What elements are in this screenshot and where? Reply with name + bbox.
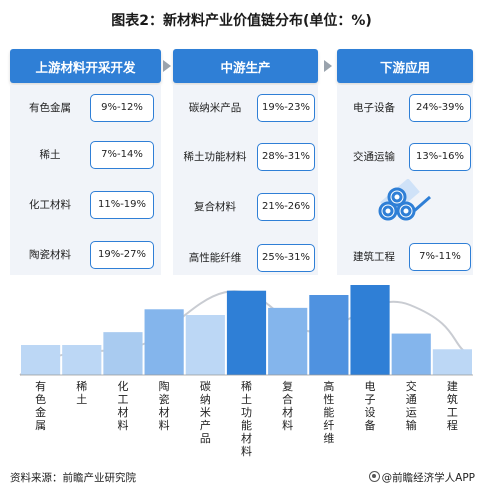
midstream-item: 高性能纤维 25%-31%	[173, 240, 318, 276]
page-title: 图表2：新材料产业价值链分布(单位：%)	[111, 13, 372, 29]
item-name: 化工材料	[29, 199, 71, 211]
midstream-column: 碳纳米产品 19%-23% 稀土功能材料 28%-31% 复合材料 21%-26…	[173, 85, 318, 275]
downstream-item: 建筑工程 7%-11%	[337, 239, 473, 275]
bar-2	[103, 332, 143, 375]
x-tick-label: 电子设备	[364, 380, 376, 432]
source-note: 资料来源：前瞻产业研究院	[10, 472, 136, 484]
arrow-right-icon	[324, 60, 332, 72]
bar-1	[62, 345, 102, 375]
item-value: 13%-16%	[409, 143, 471, 171]
x-tick-label: 陶瓷材料	[158, 380, 170, 432]
item-name: 稀土功能材料	[183, 151, 247, 163]
upstream-item: 有色金属 9%-12%	[10, 90, 161, 126]
brand-text: @前瞻经济学人APP	[381, 472, 475, 484]
item-value: 24%-39%	[409, 94, 471, 122]
bar-0	[21, 345, 61, 375]
item-value: 28%-31%	[257, 143, 315, 171]
upstream-column: 有色金属 9%-12% 稀土 7%-14% 化工材料 11%-19% 陶瓷材料 …	[10, 85, 161, 275]
brand-logo-icon	[368, 471, 380, 482]
bar-7	[309, 295, 349, 375]
x-tick-label: 高性能纤维	[323, 380, 335, 445]
value-chain-bar-chart	[19, 285, 473, 376]
bar-4	[185, 315, 225, 375]
item-name: 有色金属	[29, 102, 71, 114]
midstream-item: 碳纳米产品 19%-23%	[173, 90, 318, 126]
item-name: 稀土	[39, 149, 61, 161]
item-name: 电子设备	[353, 102, 395, 114]
item-value: 21%-26%	[257, 193, 315, 221]
item-value: 11%-19%	[90, 191, 154, 219]
x-tick-label: 稀土	[76, 380, 88, 406]
x-tick-label: 稀土功能材料	[241, 380, 252, 458]
bar-5	[226, 290, 267, 375]
x-tick-label: 复合材料	[282, 380, 294, 432]
downstream-item: 电子设备 24%-39%	[337, 90, 473, 126]
stage-downstream: 下游应用	[337, 49, 473, 83]
downstream-column: 电子设备 24%-39% 交通运输 13%-16% 建筑工程 7%-11%	[337, 85, 473, 275]
item-name: 高性能纤维	[188, 252, 242, 264]
item-name: 复合材料	[194, 201, 236, 213]
bar-3	[144, 309, 184, 375]
item-name: 交通运输	[353, 151, 395, 163]
item-name: 碳纳米产品	[188, 102, 242, 114]
item-value: 7%-14%	[90, 141, 154, 169]
bar-10	[432, 349, 472, 375]
midstream-item: 复合材料 21%-26%	[173, 189, 318, 225]
stage-upstream: 上游材料开采开发	[10, 49, 161, 83]
item-name: 陶瓷材料	[29, 249, 71, 261]
x-tick-label: 有色金属	[35, 380, 47, 432]
downstream-item: 交通运输 13%-16%	[337, 139, 473, 175]
upstream-item: 稀土 7%-14%	[10, 137, 161, 173]
item-value: 19%-27%	[90, 241, 154, 269]
x-tick-label: 碳纳米产品	[199, 380, 211, 445]
x-tick-label: 建筑工程	[446, 380, 458, 432]
midstream-item: 稀土功能材料 28%-31%	[173, 139, 318, 175]
upstream-item: 陶瓷材料 19%-27%	[10, 237, 161, 273]
upstream-item: 化工材料 11%-19%	[10, 187, 161, 223]
x-tick-label: 化工材料	[117, 380, 129, 432]
item-value: 19%-23%	[257, 94, 315, 122]
pipes-icon	[378, 179, 431, 221]
stage-midstream: 中游生产	[173, 49, 318, 83]
bar-6	[268, 307, 308, 375]
item-name: 建筑工程	[353, 251, 395, 263]
arrow-right-icon	[163, 60, 171, 72]
brand-credit: @前瞻经济学人APP	[368, 470, 475, 485]
item-value: 9%-12%	[90, 94, 154, 122]
bar-8	[350, 285, 390, 375]
item-value: 25%-31%	[257, 244, 315, 272]
item-value: 7%-11%	[409, 243, 471, 271]
x-tick-label: 交通运输	[405, 380, 417, 432]
bar-9	[391, 333, 431, 375]
